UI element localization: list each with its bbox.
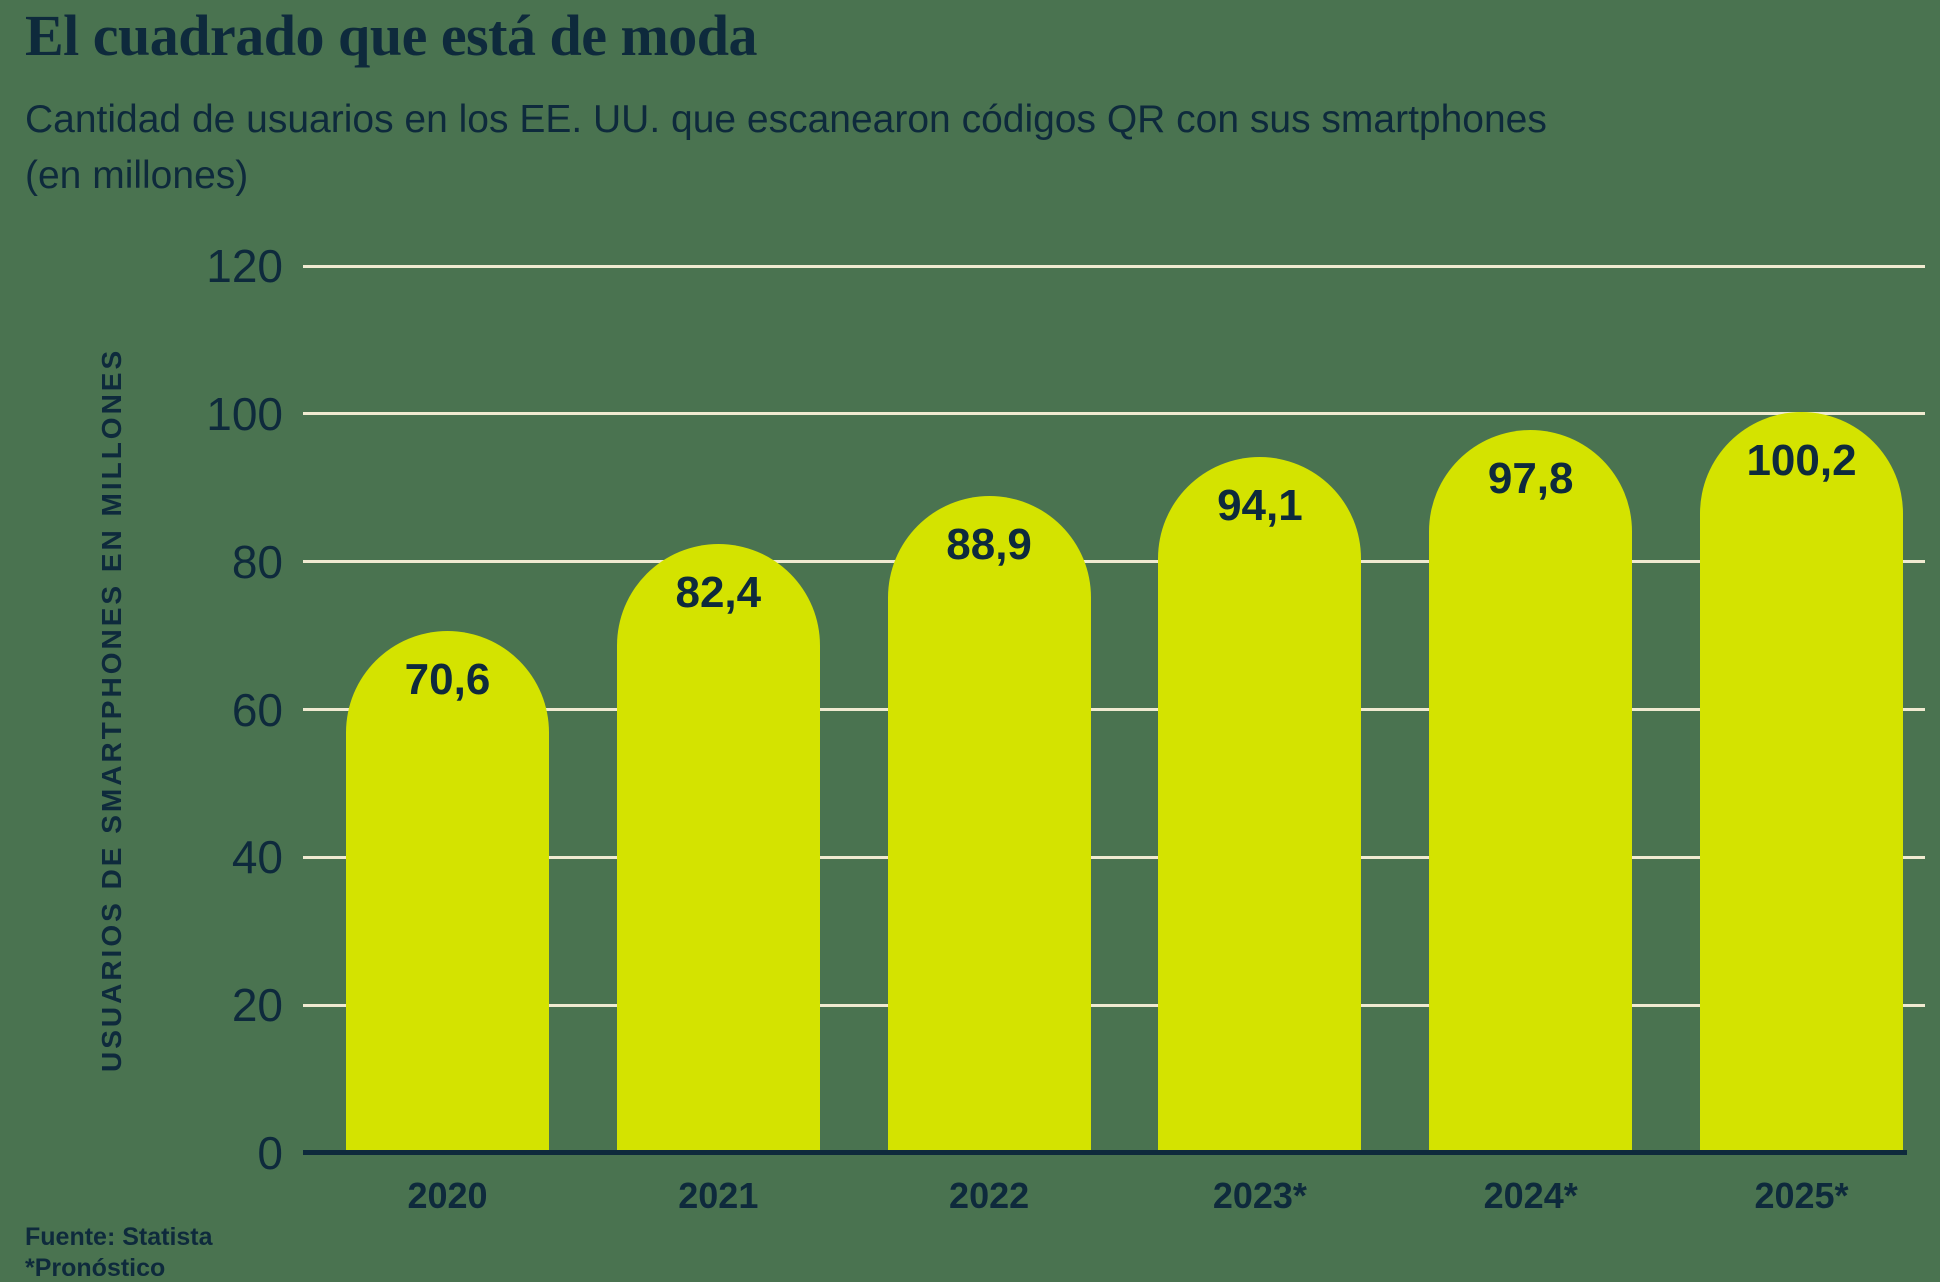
y-tick-label: 100 [206,387,283,440]
bar-value-label: 70,6 [404,655,491,705]
y-tick-label: 40 [231,831,283,884]
x-tick-label: 2024* [1483,1175,1578,1216]
x-axis-line [303,1150,1907,1155]
x-tick-label: 2021 [678,1175,759,1216]
y-tick-label: 60 [231,683,283,736]
gridline [303,855,1925,859]
chart-subtitle-line1: Cantidad de usuarios en los EE. UU. que … [25,98,1547,141]
gridline [303,1003,1925,1007]
gridline [303,412,1925,416]
bar-value-label: 97,8 [1487,454,1574,504]
bar: 88,9 [887,495,1091,1153]
x-tick-label: 2020 [407,1175,488,1216]
gridline [303,560,1925,564]
bar-value-label: 82,4 [675,567,762,617]
page-title: El cuadrado que está de moda [25,3,758,68]
y-tick-label: 20 [231,979,283,1032]
bar: 97,8 [1429,430,1633,1153]
bar-value-label: 94,1 [1217,481,1303,531]
bar: 82,4 [616,543,820,1153]
chart-subtitle: Cantidad de usuarios en los EE. UU. que … [25,92,1547,204]
x-tick-label: 2022 [949,1175,1030,1216]
y-tick-label: 80 [231,535,283,588]
bar: 94,1 [1158,457,1362,1153]
source-note: Fuente: Statista [25,1223,213,1251]
bar: 100,2 [1700,412,1903,1153]
chart-subtitle-line2: (en millones) [25,154,249,197]
forecast-note: *Pronóstico [25,1254,166,1282]
chart-footer: Fuente: Statista *Pronóstico [25,1222,213,1282]
x-tick-label: 2025* [1754,1175,1849,1216]
bar: 70,6 [346,631,549,1153]
y-tick-label: 120 [206,240,283,292]
bar-value-label: 100,2 [1746,436,1857,486]
gridline [303,708,1925,711]
y-tick-label: 0 [257,1127,283,1179]
x-tick-label: 2023* [1212,1175,1307,1216]
bar-value-label: 88,9 [946,519,1032,569]
gridline [303,264,1925,268]
